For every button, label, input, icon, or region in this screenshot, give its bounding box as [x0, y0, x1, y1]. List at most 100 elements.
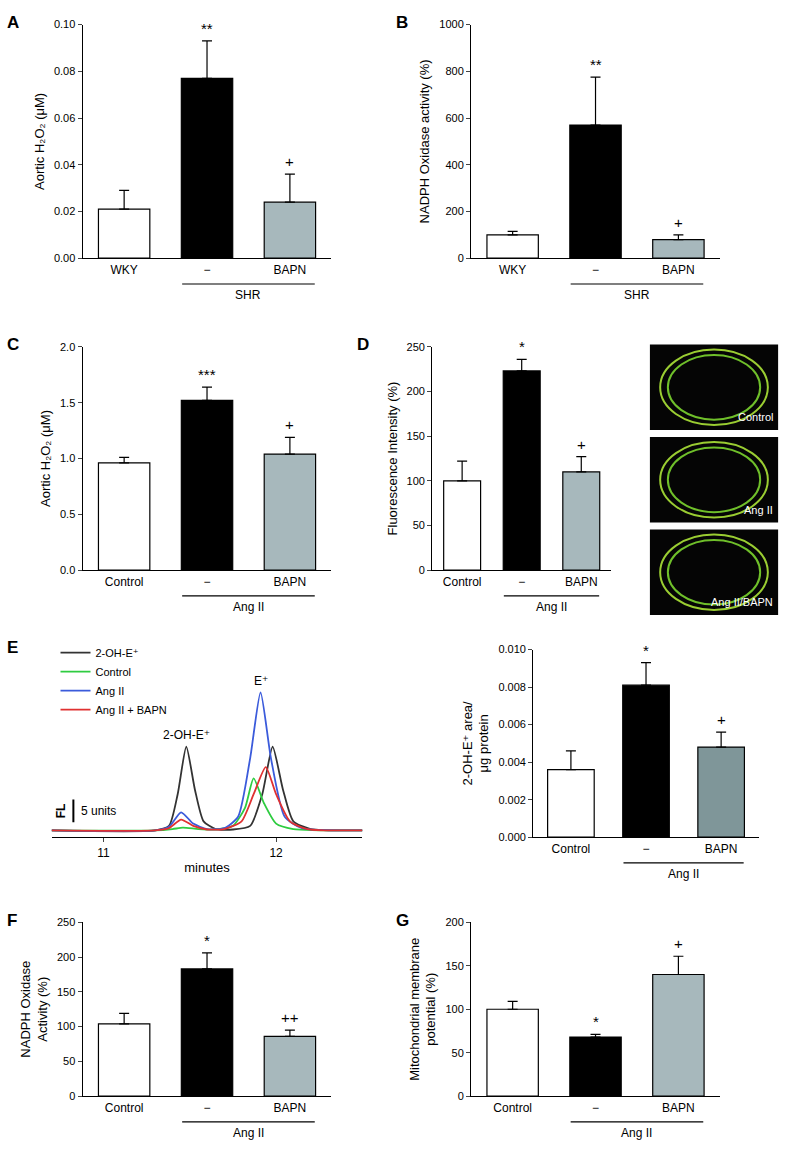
- svg-text:Fluorescence Intensity (%): Fluorescence Intensity (%): [385, 382, 400, 536]
- svg-text:minutes: minutes: [184, 860, 230, 875]
- svg-text:Ang II + BAPN: Ang II + BAPN: [96, 704, 167, 716]
- svg-text:0.5: 0.5: [60, 508, 75, 520]
- svg-text:0.006: 0.006: [498, 718, 526, 730]
- svg-text:*: *: [519, 338, 525, 355]
- svg-text:1000: 1000: [439, 18, 463, 30]
- svg-text:0.04: 0.04: [54, 159, 75, 171]
- svg-text:0.010: 0.010: [498, 643, 526, 655]
- svg-text:400: 400: [445, 159, 463, 171]
- svg-text:BAPN: BAPN: [705, 842, 738, 856]
- svg-text:0: 0: [458, 252, 464, 264]
- svg-text:FL: FL: [54, 804, 68, 819]
- svg-text:WKY: WKY: [110, 263, 137, 277]
- svg-text:50: 50: [63, 1055, 75, 1067]
- svg-text:Control: Control: [738, 411, 773, 423]
- svg-text:NADPH Oxidase activity (%): NADPH Oxidase activity (%): [417, 59, 432, 223]
- svg-text:200: 200: [445, 916, 463, 928]
- svg-text:0.00: 0.00: [54, 252, 75, 264]
- svg-text:0.02: 0.02: [54, 205, 75, 217]
- svg-text:600: 600: [445, 112, 463, 124]
- svg-text:+: +: [717, 711, 726, 728]
- svg-text:SHR: SHR: [624, 288, 650, 302]
- svg-text:800: 800: [445, 65, 463, 77]
- svg-text:0: 0: [419, 564, 425, 576]
- svg-text:100: 100: [445, 1003, 463, 1015]
- svg-text:+: +: [674, 935, 683, 952]
- svg-text:Aortic H₂O₂ (μM): Aortic H₂O₂ (μM): [38, 410, 53, 507]
- svg-text:BAPN: BAPN: [662, 1101, 695, 1115]
- svg-text:WKY: WKY: [499, 263, 526, 277]
- svg-text:150: 150: [57, 986, 75, 998]
- svg-text:Control: Control: [96, 666, 131, 678]
- svg-text:0.08: 0.08: [54, 65, 75, 77]
- svg-text:0.10: 0.10: [54, 18, 75, 30]
- svg-text:B: B: [396, 13, 408, 32]
- svg-text:SHR: SHR: [235, 288, 261, 302]
- svg-text:E: E: [7, 638, 18, 657]
- svg-text:0.008: 0.008: [498, 681, 526, 693]
- svg-text:250: 250: [57, 916, 75, 928]
- svg-text:++: ++: [281, 1009, 299, 1026]
- svg-text:−: −: [204, 263, 211, 277]
- svg-text:2-OH-E⁺ area/μg protein: 2-OH-E⁺ area/μg protein: [460, 701, 492, 786]
- svg-text:A: A: [7, 13, 19, 32]
- svg-text:2-OH-E⁺: 2-OH-E⁺: [163, 728, 210, 742]
- svg-text:Ang II: Ang II: [233, 1126, 264, 1140]
- svg-text:100: 100: [407, 475, 425, 487]
- svg-text:1.0: 1.0: [60, 452, 75, 464]
- svg-text:11: 11: [97, 846, 110, 860]
- svg-text:1.5: 1.5: [60, 397, 75, 409]
- svg-text:5 units: 5 units: [81, 804, 116, 818]
- svg-text:−: −: [204, 1101, 211, 1115]
- svg-text:Aortic H₂O₂ (μM): Aortic H₂O₂ (μM): [32, 93, 47, 190]
- svg-text:Ang II: Ang II: [233, 600, 264, 614]
- svg-text:**: **: [590, 56, 602, 73]
- svg-text:+: +: [674, 214, 683, 231]
- svg-text:200: 200: [57, 951, 75, 963]
- svg-text:150: 150: [407, 430, 425, 442]
- svg-text:50: 50: [452, 1047, 464, 1059]
- svg-text:BAPN: BAPN: [274, 1101, 307, 1115]
- svg-text:+: +: [285, 416, 294, 433]
- svg-text:Control: Control: [105, 575, 144, 589]
- svg-text:Ang II/BAPN: Ang II/BAPN: [711, 596, 773, 608]
- svg-text:−: −: [592, 263, 599, 277]
- svg-text:*: *: [643, 642, 649, 659]
- svg-text:0.000: 0.000: [498, 831, 526, 843]
- svg-text:−: −: [204, 575, 211, 589]
- svg-text:−: −: [518, 575, 525, 589]
- svg-text:C: C: [7, 335, 19, 354]
- svg-text:Control: Control: [493, 1101, 532, 1115]
- svg-text:F: F: [7, 911, 17, 930]
- svg-text:200: 200: [407, 385, 425, 397]
- svg-text:**: **: [201, 20, 213, 37]
- svg-text:−: −: [643, 842, 650, 856]
- svg-text:Control: Control: [443, 575, 482, 589]
- svg-text:−: −: [592, 1101, 599, 1115]
- svg-text:Control: Control: [552, 842, 591, 856]
- svg-text:100: 100: [57, 1020, 75, 1032]
- svg-text:0: 0: [458, 1090, 464, 1102]
- svg-text:12: 12: [269, 846, 283, 860]
- svg-text:0.004: 0.004: [498, 756, 526, 768]
- svg-text:Control: Control: [105, 1101, 144, 1115]
- svg-text:2-OH-E⁺: 2-OH-E⁺: [96, 647, 139, 659]
- svg-text:***: ***: [198, 366, 216, 383]
- svg-text:Ang II: Ang II: [96, 685, 125, 697]
- svg-text:Mitochondrial membranepotentia: Mitochondrial membranepotential (%): [407, 938, 439, 1081]
- svg-text:E⁺: E⁺: [254, 674, 268, 688]
- svg-text:2.0: 2.0: [60, 341, 75, 353]
- svg-text:0.0: 0.0: [60, 564, 75, 576]
- svg-text:Ang II: Ang II: [536, 600, 567, 614]
- svg-text:D: D: [357, 335, 369, 354]
- svg-text:BAPN: BAPN: [274, 575, 307, 589]
- svg-text:50: 50: [413, 519, 425, 531]
- svg-text:0: 0: [69, 1090, 75, 1102]
- svg-text:*: *: [204, 932, 210, 949]
- svg-text:Ang II: Ang II: [744, 504, 773, 516]
- svg-text:*: *: [593, 1013, 599, 1030]
- svg-text:NADPH OxidaseActivity (%): NADPH OxidaseActivity (%): [18, 961, 50, 1058]
- svg-text:250: 250: [407, 341, 425, 353]
- svg-text:200: 200: [445, 205, 463, 217]
- svg-text:0.06: 0.06: [54, 112, 75, 124]
